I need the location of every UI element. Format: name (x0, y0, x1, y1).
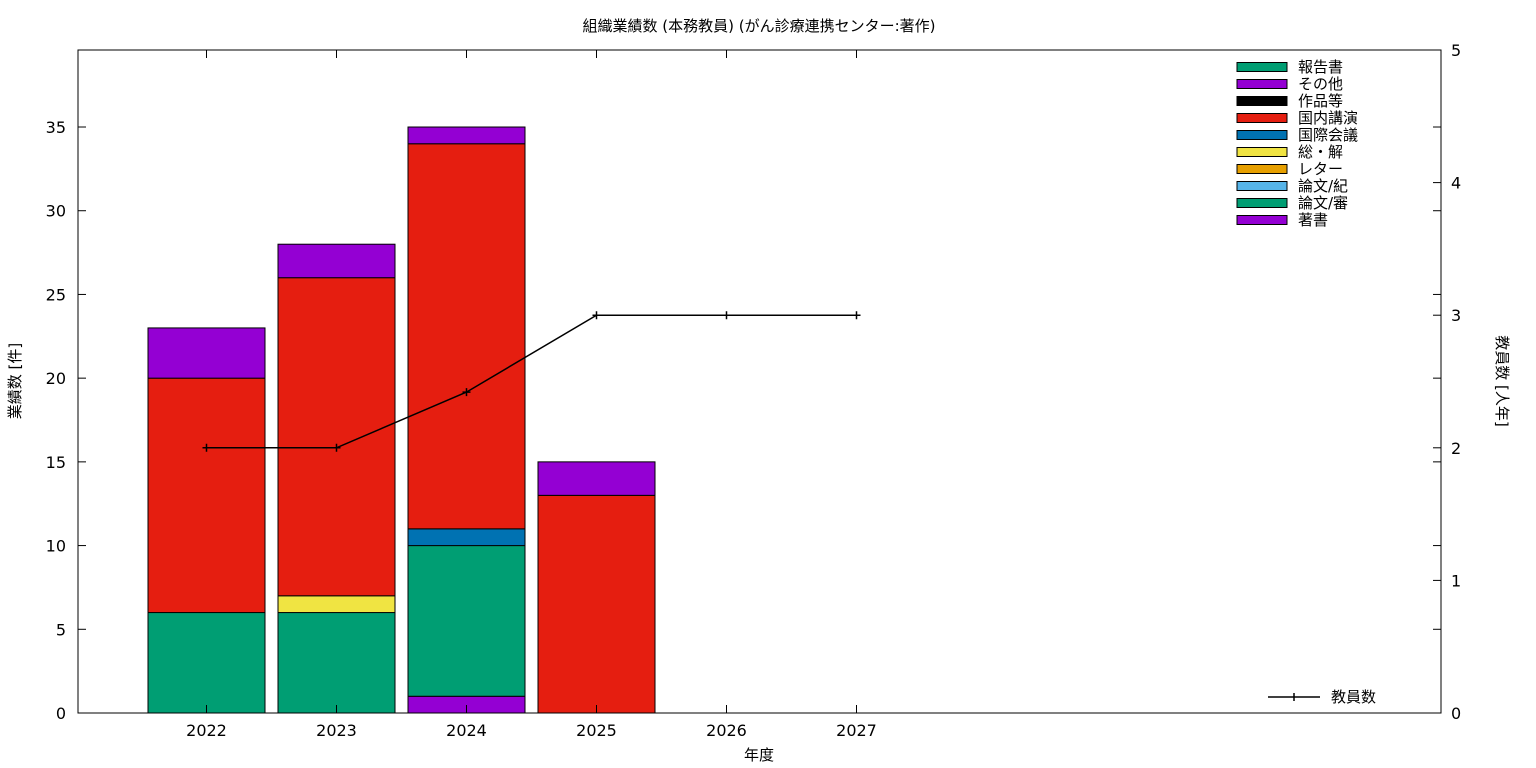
x-tick-label: 2027 (836, 721, 877, 740)
plot-frame (77, 49, 1442, 714)
legend-swatch (1236, 62, 1288, 72)
legend-label: 論文/紀 (1298, 177, 1348, 195)
y-tick-label: 15 (46, 453, 66, 472)
bar-segment-2024-s8 (407, 126, 526, 145)
y2-tick-label: 0 (1451, 704, 1461, 723)
y2-tick-label: 2 (1451, 439, 1461, 458)
bar-segment-2024-s1 (407, 545, 526, 697)
legend-label: 論文/審 (1298, 194, 1348, 212)
legend-swatch (1236, 198, 1288, 208)
y-tick-label: 5 (56, 620, 66, 639)
legend-label: その他 (1298, 75, 1343, 93)
line-series-point (722, 311, 731, 320)
x-axis-label: 年度 (744, 746, 774, 764)
legend-label: 国際会議 (1298, 126, 1358, 144)
x-tick-label: 2024 (446, 721, 487, 740)
y-tick-label: 0 (56, 704, 66, 723)
line-series-point (332, 443, 341, 452)
line-series-point (592, 311, 601, 320)
legend-swatch (1236, 164, 1288, 174)
y-tick-label: 35 (46, 118, 66, 137)
bar-segment-2022-s8 (147, 327, 266, 379)
line-series-path (206, 314, 857, 449)
bar-segment-2025-s6 (537, 494, 656, 714)
y2-tick-label: 4 (1451, 174, 1461, 193)
y-tick-label: 10 (46, 537, 66, 556)
y2-tick-label: 5 (1451, 41, 1461, 60)
legend-swatch (1236, 79, 1288, 89)
legend-line-label: 教員数 (1331, 688, 1376, 706)
legend-swatch (1236, 181, 1288, 191)
bar-segment-2024-s5 (407, 528, 526, 547)
legend-swatch (1236, 96, 1288, 106)
y-axis-label: 業績数 [件] (6, 343, 24, 419)
bar-segment-2023-s4 (277, 595, 396, 614)
y2-tick-label: 1 (1451, 571, 1461, 590)
y2-axis-label: 教員数 [人年] (1493, 335, 1511, 426)
y2-tick-label: 3 (1451, 306, 1461, 325)
bars-group (147, 126, 656, 714)
bar-segment-2023-s8 (277, 243, 396, 279)
chart-title: 組織業績数 (本務教員) (がん診療連携センター:著作) (582, 17, 935, 35)
legend-label: 報告書 (1298, 58, 1343, 76)
bar-segment-2022-s6 (147, 377, 266, 614)
x-tick-label: 2025 (576, 721, 617, 740)
legend-swatch (1236, 113, 1288, 123)
legend-swatch (1236, 215, 1288, 225)
legend-label: 国内講演 (1298, 109, 1358, 127)
bar-segment-2023-s6 (277, 277, 396, 597)
y-tick-label: 25 (46, 285, 66, 304)
legend-label: レター (1298, 160, 1343, 178)
bar-segment-2023-s1 (277, 612, 396, 714)
legend-label: 著書 (1298, 211, 1328, 229)
legend-label: 総・解 (1298, 143, 1343, 161)
legend-swatch (1236, 130, 1288, 140)
x-tick-label: 2023 (316, 721, 357, 740)
y-tick-label: 20 (46, 369, 66, 388)
line-series-point (852, 311, 861, 320)
legend-label: 作品等 (1298, 92, 1343, 110)
line-series-point (462, 388, 471, 397)
bar-segment-2022-s1 (147, 612, 266, 714)
x-tick-label: 2022 (186, 721, 227, 740)
x-tick-label: 2026 (706, 721, 747, 740)
bar-segment-2024-s6 (407, 143, 526, 530)
y-tick-label: 30 (46, 202, 66, 221)
line-series-group (202, 311, 861, 452)
legend-swatch (1236, 147, 1288, 157)
bar-segment-2025-s8 (537, 461, 656, 496)
line-series-point (202, 443, 211, 452)
